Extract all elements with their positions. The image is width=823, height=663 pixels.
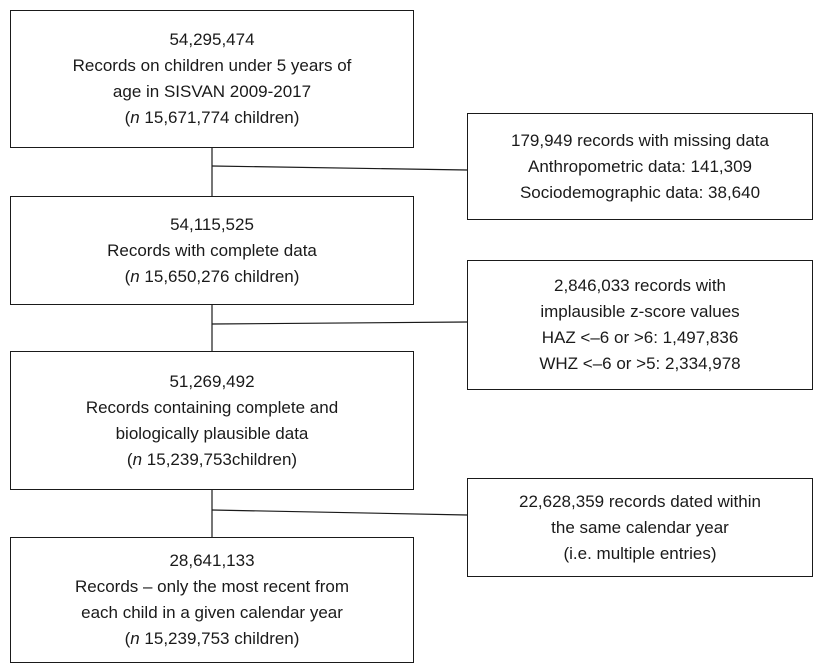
exclusion-box-1: 179,949 records with missing data Anthro… [467, 113, 813, 220]
main-box-2-description-line-1: Records with complete data [107, 240, 317, 260]
connector-exclusion-3 [211, 509, 468, 516]
exclusion-box-1-line-2: Anthropometric data: 141,309 [528, 156, 752, 176]
main-flow-box-2: 54,115,525 Records with complete data (n… [10, 196, 414, 305]
main-box-3-count: 51,269,492 [169, 371, 255, 391]
main-flow-box-3: 51,269,492 Records containing complete a… [10, 351, 414, 490]
exclusion-box-2-line-4: WHZ <–6 or >5: 2,334,978 [539, 354, 741, 373]
exclusion-box-1-line-1: 179,949 records with missing data [511, 130, 769, 150]
main-box-4-count: 28,641,133 [169, 551, 255, 570]
exclusion-box-2-line-1: 2,846,033 records with [554, 276, 726, 295]
main-box-1-description-line-2: age in SISVAN 2009-2017 [112, 82, 312, 101]
exclusion-box-2-line-3: HAZ <–6 or >6: 1,497,836 [541, 328, 739, 347]
main-box-3-children-count: (n 15,239,753children) [126, 449, 298, 469]
connector-exclusion-1 [211, 165, 468, 171]
main-flow-box-4: 28,641,133 Records – only the most recen… [10, 537, 414, 663]
exclusion-box-2-line-2: implausible z-score values [540, 302, 740, 321]
main-box-2-children-count: (n 15,650,276 children) [124, 266, 300, 286]
main-box-4-description-line-2: each child in a given calendar year [81, 603, 343, 622]
main-box-3-description-line-2: biologically plausible data [115, 423, 309, 443]
exclusion-box-3-line-1: 22,628,359 records dated within [519, 491, 761, 511]
exclusion-box-3-line-3: (i.e. multiple entries) [563, 543, 717, 563]
main-box-2-count: 54,115,525 [170, 214, 254, 234]
exclusion-box-1-line-3: Sociodemographic data: 38,640 [519, 182, 761, 202]
connector-exclusion-2 [211, 321, 468, 325]
exclusion-box-2: 2,846,033 records with implausible z-sco… [467, 260, 813, 390]
main-box-1-children-count: (n 15,671,774 children) [124, 108, 300, 127]
main-box-4-description-line-1: Records – only the most recent from [74, 577, 349, 596]
main-box-1-count: 54,295,474 [169, 30, 255, 49]
exclusion-box-3-line-2: the same calendar year [551, 517, 729, 537]
exclusion-box-3: 22,628,359 records dated within the same… [467, 478, 813, 577]
main-box-4-children-count: (n 15,239,753 children) [124, 629, 300, 648]
main-box-1-description-line-1: Records on children under 5 years of [72, 56, 352, 75]
main-flow-box-1: 54,295,474 Records on children under 5 y… [10, 10, 414, 148]
main-box-3-description-line-1: Records containing complete and [85, 397, 339, 417]
